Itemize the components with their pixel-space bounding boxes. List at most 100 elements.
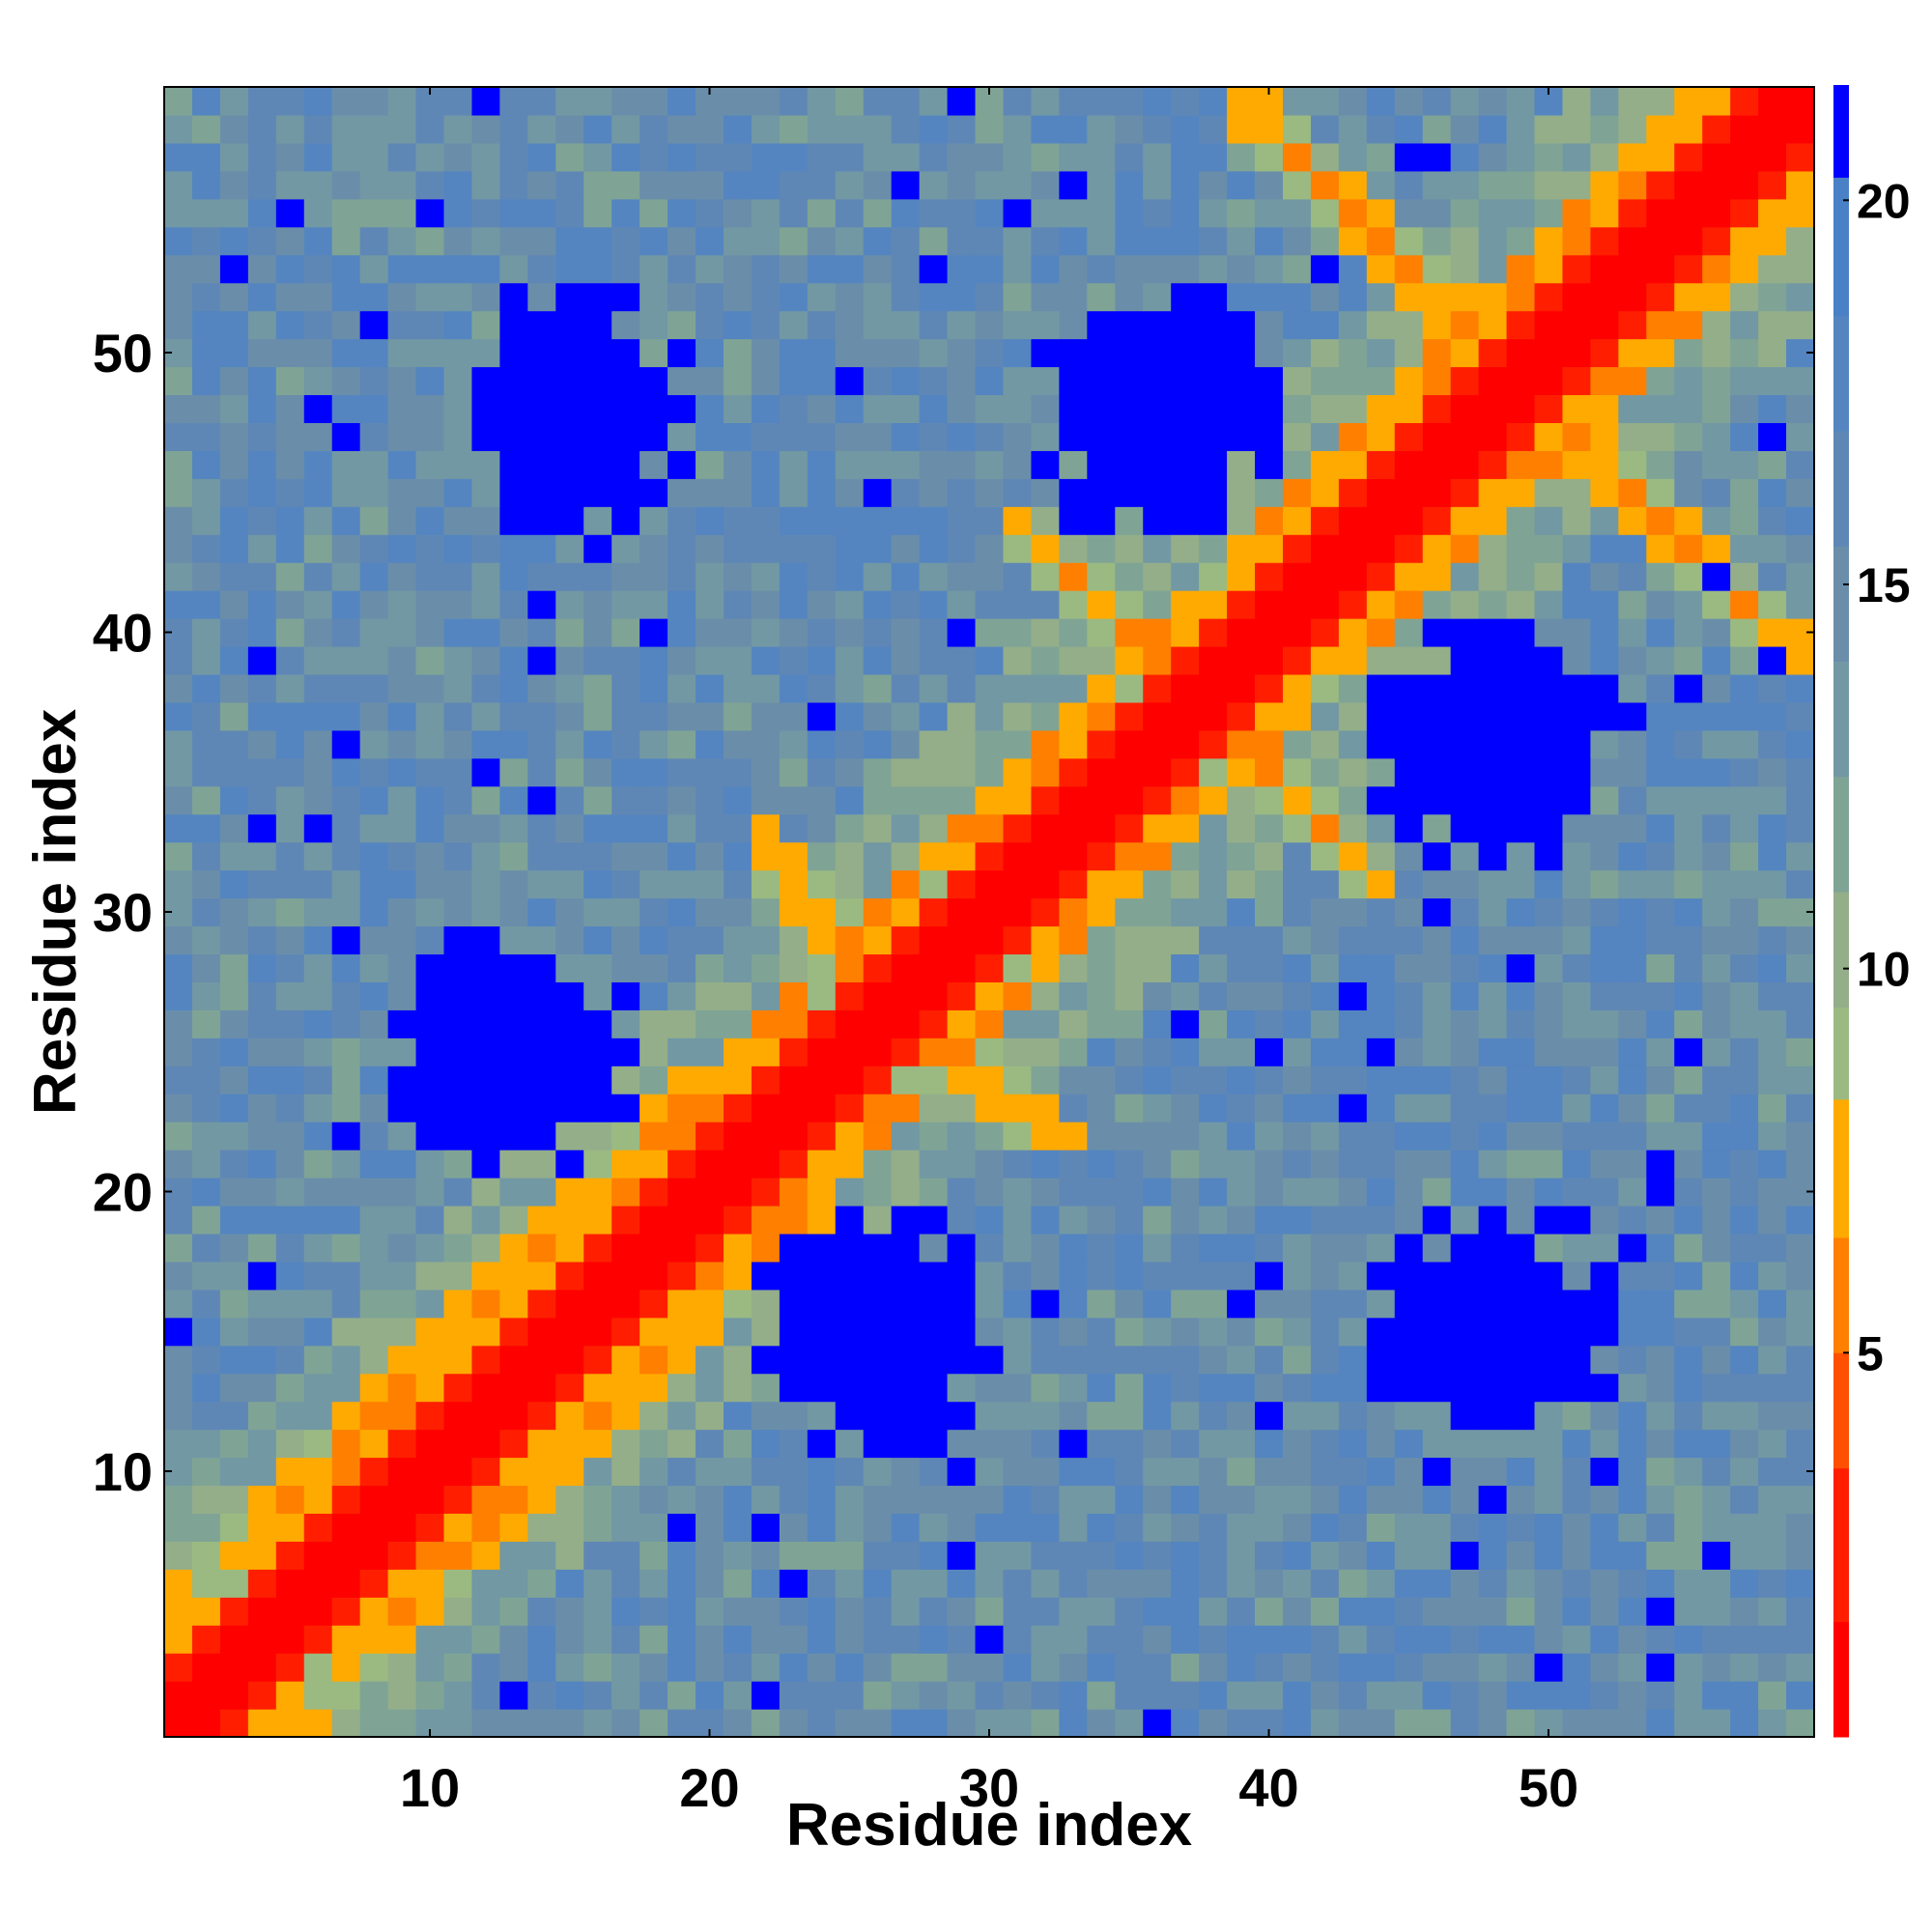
heatmap-cell (303, 1429, 333, 1459)
heatmap-cell (1199, 897, 1228, 927)
heatmap-cell (1282, 198, 1312, 228)
heatmap-cell (1255, 701, 1284, 731)
heatmap-cell (1171, 925, 1200, 955)
heatmap-cell (668, 1653, 696, 1682)
heatmap-cell (668, 338, 696, 368)
heatmap-cell (1282, 1681, 1312, 1710)
heatmap-cell (1338, 1289, 1368, 1319)
heatmap-cell (1534, 841, 1564, 871)
heatmap-cell (1394, 1009, 1424, 1038)
heatmap-cell (696, 1485, 724, 1515)
heatmap-cell (359, 841, 389, 871)
heatmap-cell (1786, 366, 1815, 396)
heatmap-cell (1227, 534, 1256, 563)
heatmap-cell (779, 869, 809, 899)
heatmap-cell (1702, 478, 1731, 507)
heatmap-cell (1450, 1625, 1480, 1654)
heatmap-cell (1310, 673, 1340, 703)
heatmap-cell (723, 1233, 753, 1263)
heatmap-cell (1199, 1597, 1228, 1626)
heatmap-cell (751, 394, 781, 423)
heatmap-cell (1646, 897, 1675, 927)
heatmap-cell (219, 1709, 249, 1738)
heatmap-cell (1450, 1178, 1480, 1207)
heatmap-cell (247, 254, 277, 284)
heatmap-cell (863, 1261, 893, 1291)
heatmap-cell (947, 338, 977, 368)
heatmap-cell (303, 1541, 333, 1570)
heatmap-cell (807, 87, 837, 116)
heatmap-cell (1422, 1513, 1452, 1542)
heatmap-cell (1087, 1289, 1116, 1319)
heatmap-cell (1310, 310, 1340, 340)
heatmap-cell (303, 450, 333, 479)
heatmap-cell (499, 981, 528, 1010)
heatmap-cell (947, 1233, 977, 1263)
heatmap-cell (1310, 254, 1340, 284)
heatmap-cell (247, 114, 277, 144)
heatmap-cell (1199, 254, 1228, 284)
heatmap-cell (947, 1373, 977, 1403)
heatmap-cell (191, 1178, 221, 1207)
heatmap-cell (919, 757, 949, 787)
heatmap-cell (1702, 562, 1731, 591)
heatmap-cell (1087, 450, 1116, 479)
heatmap-cell (1171, 366, 1200, 396)
heatmap-cell (1171, 729, 1200, 759)
heatmap-cell (863, 1317, 893, 1347)
heatmap-cell (1310, 925, 1340, 955)
heatmap-cell (1003, 1233, 1033, 1263)
heatmap-cell (1450, 1065, 1480, 1094)
heatmap-cell (1199, 1205, 1228, 1235)
heatmap-cell (303, 785, 333, 815)
heatmap-cell (1562, 813, 1592, 843)
heatmap-cell (1450, 1681, 1480, 1710)
heatmap-cell (751, 1122, 781, 1151)
heatmap-cell (1730, 1401, 1759, 1431)
heatmap-cell (471, 394, 500, 423)
heatmap-cell (1730, 813, 1759, 843)
heatmap-cell (1059, 310, 1088, 340)
heatmap-cell (303, 701, 333, 731)
heatmap-cell (1115, 506, 1144, 535)
heatmap-cell (975, 1037, 1005, 1066)
heatmap-cell (639, 87, 668, 116)
heatmap-cell (1338, 1261, 1368, 1291)
heatmap-cell (1730, 394, 1759, 423)
heatmap-cell (387, 590, 417, 619)
heatmap-cell (639, 981, 668, 1010)
heatmap-cell (1282, 394, 1312, 423)
heatmap-cell (1478, 645, 1508, 675)
heatmap-cell (1059, 925, 1088, 955)
heatmap-cell (191, 1205, 221, 1235)
heatmap-cell (415, 645, 445, 675)
heatmap-cell (1758, 506, 1787, 535)
heatmap-cell (1562, 422, 1592, 451)
heatmap-cell (947, 450, 977, 479)
heatmap-cell (1506, 282, 1536, 312)
heatmap-cell (219, 757, 249, 787)
heatmap-cell (723, 1457, 753, 1487)
heatmap-cell (499, 310, 528, 340)
heatmap-cell (1171, 422, 1200, 451)
heatmap-cell (247, 673, 277, 703)
heatmap-cell (1730, 478, 1759, 507)
heatmap-cell (1059, 506, 1088, 535)
heatmap-cell (1366, 562, 1396, 591)
heatmap-cell (1702, 1541, 1731, 1570)
heatmap-cell (751, 282, 781, 312)
heatmap-cell (863, 366, 893, 396)
heatmap-cell (527, 1485, 556, 1515)
heatmap-cell (1394, 1625, 1424, 1654)
heatmap-cell (1255, 114, 1284, 144)
heatmap-cell (1506, 981, 1536, 1010)
heatmap-cell (1730, 450, 1759, 479)
heatmap-cell (1702, 1569, 1731, 1598)
heatmap-cell (443, 1653, 473, 1682)
heatmap-cell (415, 1178, 445, 1207)
heatmap-cell (1394, 701, 1424, 731)
heatmap-cell (387, 1681, 417, 1710)
heatmap-cell (807, 645, 837, 675)
heatmap-cell (919, 925, 949, 955)
heatmap-cell (1199, 1289, 1228, 1319)
